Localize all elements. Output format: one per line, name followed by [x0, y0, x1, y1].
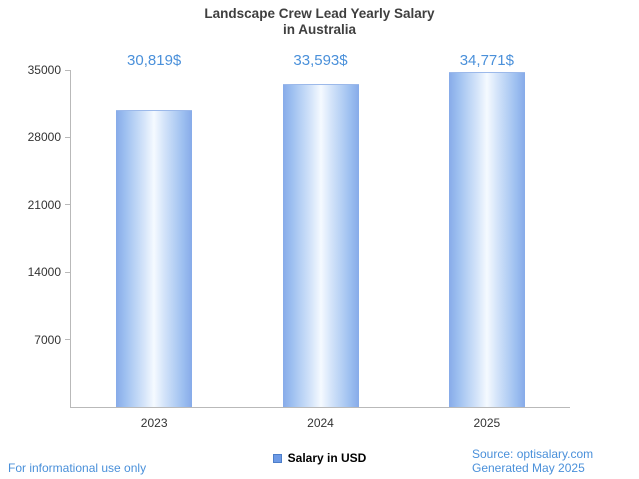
y-axis-tick-label: 7000 — [34, 332, 61, 347]
disclaimer-text: For informational use only — [8, 461, 147, 475]
y-axis-tick-label: 14000 — [27, 265, 61, 280]
chart-title: Landscape Crew Lead Yearly Salary in Aus… — [0, 6, 639, 38]
chart-title-line1: Landscape Crew Lead Yearly Salary — [204, 6, 435, 21]
bar-2024[interactable] — [282, 83, 359, 407]
legend-swatch-icon — [272, 453, 282, 463]
y-axis-tick — [65, 339, 71, 341]
bar-value-label: 33,593$ — [293, 52, 348, 69]
y-axis-tick-label: 21000 — [27, 197, 61, 212]
y-axis-tick-label: 28000 — [27, 130, 61, 145]
x-axis-label-2025: 2025 — [473, 416, 501, 430]
x-axis-label-2024: 2024 — [307, 416, 334, 430]
bar-2023[interactable] — [116, 110, 193, 407]
y-axis-tick — [65, 271, 71, 273]
y-axis-tick — [65, 204, 71, 206]
source-link[interactable]: Source: optisalary.com — [472, 447, 594, 461]
source-block: Source: optisalary.com Generated May 202… — [472, 447, 593, 475]
y-axis-tick-label: 35000 — [27, 63, 61, 77]
y-axis-tick — [65, 136, 71, 138]
chart-title-line2: in Australia — [282, 22, 357, 37]
generated-date: Generated May 2025 — [472, 461, 585, 475]
plot-area: 7000 14000 21000 28000 35000 30,819$ 2023 33,59… — [28, 52, 570, 430]
y-axis-tick — [65, 69, 71, 71]
bar-value-label: 30,819$ — [127, 52, 182, 69]
bar-2025[interactable] — [448, 72, 525, 407]
legend[interactable]: Salary in USD — [0, 451, 639, 465]
legend-label: Salary in USD — [287, 451, 367, 465]
bar-value-label: 34,771$ — [459, 52, 514, 69]
x-axis-label-2023: 2023 — [140, 416, 168, 430]
